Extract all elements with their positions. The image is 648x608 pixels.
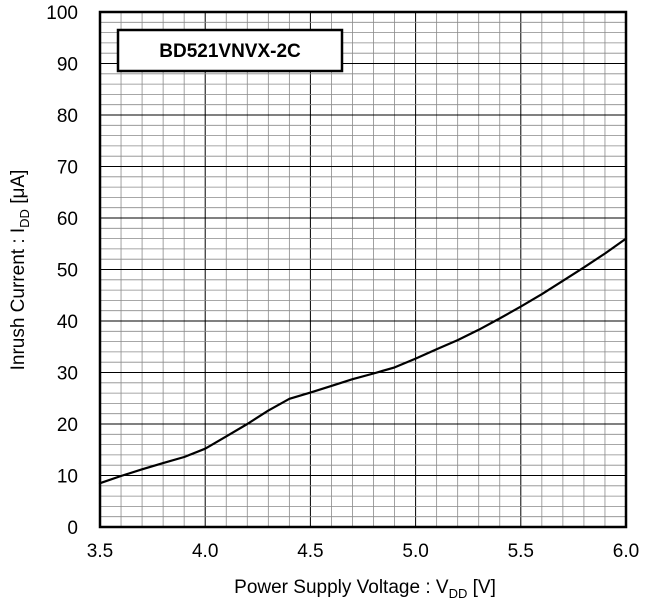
legend-label: BD521VNVX-2C (159, 41, 301, 62)
y-tick-label: 60 (57, 209, 78, 230)
x-axis-title-sub: DD (449, 586, 468, 601)
legend-box: BD521VNVX-2C (116, 28, 344, 73)
plot-frame (98, 10, 628, 529)
x-tick-label: 5.5 (508, 541, 534, 562)
x-tick-label: 4.5 (297, 541, 323, 562)
x-tick-label: 5.0 (402, 541, 428, 562)
x-tick-labels: 3.5 4.0 4.5 5.0 5.5 6.0 (87, 541, 639, 562)
x-tick-label: 6.0 (613, 541, 639, 562)
y-tick-label: 100 (46, 3, 78, 24)
y-axis-title: Inrush Current : IDD [μA] (8, 170, 32, 371)
grid (100, 12, 626, 527)
y-axis-title-main: Inrush Current : I (8, 228, 29, 371)
y-tick-label: 90 (57, 55, 78, 76)
x-tick-label: 3.5 (87, 541, 113, 562)
y-tick-label: 80 (57, 106, 78, 127)
y-tick-label: 40 (57, 312, 78, 333)
legend-frame (116, 28, 344, 73)
y-tick-label: 20 (57, 415, 78, 436)
x-tick-label: 4.0 (192, 541, 218, 562)
series-layer (98, 237, 628, 485)
y-tick-label: 50 (57, 261, 78, 282)
y-axis-title-sub: DD (17, 209, 32, 228)
x-axis-title-main: Power Supply Voltage : V (234, 577, 449, 598)
x-axis-title-unit: [V] (467, 577, 496, 598)
y-tick-label: 70 (57, 158, 78, 179)
y-tick-labels: 0 10 20 30 40 50 60 70 80 90 100 (46, 3, 78, 539)
series-line (98, 237, 628, 485)
y-tick-label: 0 (67, 518, 78, 539)
y-tick-label: 30 (57, 364, 78, 385)
y-axis-title-unit: [μA] (8, 170, 29, 209)
y-tick-label: 10 (57, 467, 78, 488)
x-axis-title: Power Supply Voltage : VDD [V] (234, 577, 496, 601)
